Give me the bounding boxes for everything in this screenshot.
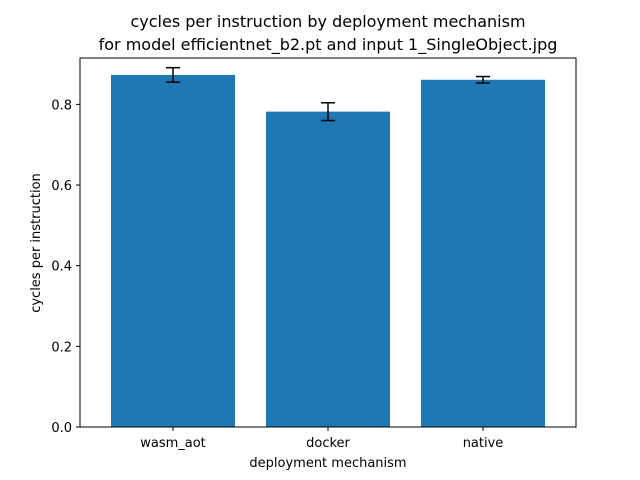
- y-axis-ticks: 0.0 0.2 0.4 0.6 0.8: [51, 98, 80, 436]
- x-tick-label-docker: docker: [306, 436, 350, 451]
- bars-layer: [111, 74, 545, 428]
- chart-subtitle: for model efficientnet_b2.pt and input 1…: [99, 35, 558, 55]
- error-bars-layer: [166, 66, 490, 122]
- y-tick-label: 0.4: [51, 260, 72, 275]
- y-tick-label: 0.2: [51, 340, 72, 355]
- bar-docker: [266, 111, 390, 428]
- x-tick-label-wasm-aot: wasm_aot: [140, 436, 206, 451]
- bar-wasm-aot: [111, 74, 235, 427]
- x-axis-label: deployment mechanism: [249, 456, 406, 471]
- x-axis-ticks: wasm_aot docker native: [140, 427, 503, 451]
- y-axis-label: cycles per instruction: [29, 173, 44, 313]
- x-tick-label-native: native: [463, 436, 504, 451]
- chart-title: cycles per instruction by deployment mec…: [130, 12, 525, 31]
- y-tick-label: 0.0: [51, 421, 72, 436]
- y-tick-label: 0.8: [51, 98, 72, 113]
- bar-native: [421, 79, 545, 428]
- y-tick-label: 0.6: [51, 179, 72, 194]
- plot-frame: [79, 57, 577, 428]
